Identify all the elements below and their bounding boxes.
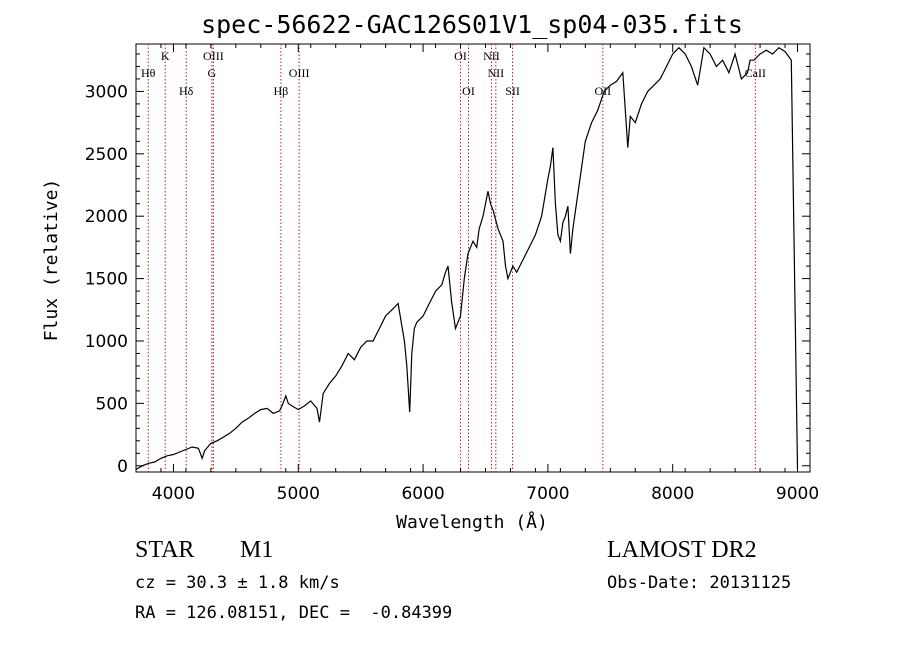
spectrum-line	[135, 46, 799, 471]
line-marker-label: Hθ	[141, 66, 156, 80]
x-tick-label: 9000	[776, 484, 819, 504]
line-marker-label: G	[208, 66, 217, 80]
line-marker-label: OI	[462, 84, 475, 98]
y-tick-label: 2000	[85, 207, 128, 227]
line-marker-label: Hδ	[179, 84, 194, 98]
object-subclass: M1	[240, 537, 274, 563]
x-tick-label: 4000	[152, 484, 195, 504]
line-marker-label: NII	[483, 49, 500, 63]
line-marker-label: SII	[505, 84, 520, 98]
y-tick-label: 500	[96, 394, 128, 414]
line-marker-label: K	[161, 49, 170, 63]
line-marker-label: OII	[594, 84, 611, 98]
y-tick-label: 3000	[85, 82, 128, 102]
survey-name: LAMOST DR2	[607, 537, 757, 563]
x-tick-label: 5000	[277, 484, 320, 504]
chart-title: spec-56622-GAC126S01V1_sp04-035.fits	[201, 10, 743, 39]
line-marker-label: Hβ	[274, 84, 289, 98]
line-marker-label: OIII	[203, 49, 224, 63]
y-tick-label: 2500	[85, 145, 128, 165]
line-marker-label: OI	[454, 49, 467, 63]
x-axis-label: Wavelength (Å)	[396, 511, 548, 533]
y-axis-label: Flux (relative)	[41, 179, 62, 342]
object-type: STAR	[135, 537, 195, 563]
x-tick-label: 7000	[526, 484, 569, 504]
y-tick-label: 1500	[85, 270, 128, 290]
y-tick-label: 0	[117, 457, 128, 477]
line-marker-label: CaII	[745, 66, 766, 80]
axis-ticks: 4000 5000 6000 7000 8000 9000 0 500 1000 1500 2000…	[85, 44, 819, 504]
line-marker-label: NII	[488, 66, 505, 80]
plot-frame	[135, 43, 811, 473]
line-marker-label: OIII	[289, 66, 310, 80]
x-tick-label: 6000	[401, 484, 444, 504]
observation-date: Obs-Date: 20131125	[607, 573, 792, 593]
x-tick-label: 8000	[651, 484, 694, 504]
y-tick-label: 1000	[85, 332, 128, 352]
coordinates: RA = 126.08151, DEC = -0.84399	[135, 603, 453, 623]
redshift-velocity: cz = 30.3 ± 1.8 km/s	[135, 573, 340, 593]
